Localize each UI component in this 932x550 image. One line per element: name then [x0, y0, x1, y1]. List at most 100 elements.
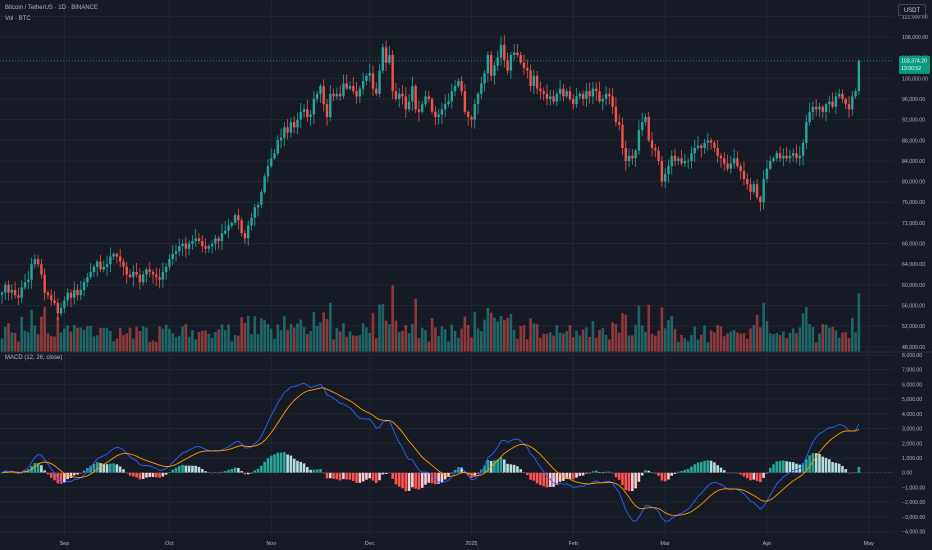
candle-body — [398, 93, 401, 99]
volume-bar — [361, 323, 365, 352]
histogram-bar — [181, 464, 184, 473]
price-tick-label: 112,000.00 — [902, 14, 928, 20]
candle-body — [66, 292, 69, 301]
histogram-bar — [647, 470, 651, 473]
volume-bar — [266, 324, 270, 352]
candle-body — [585, 91, 588, 99]
price-candles[interactable] — [0, 35, 861, 321]
histogram-bar — [699, 461, 703, 473]
time-tick-label: Dec — [365, 541, 375, 547]
candle-body — [365, 75, 368, 81]
volume-bar — [634, 324, 637, 352]
time-axis[interactable]: Sep Oct Nov Dec 2025 Feb Mar Apr May — [59, 541, 874, 547]
candle-body — [184, 243, 188, 249]
histogram-bar — [788, 461, 792, 473]
candle-body — [660, 160, 664, 182]
histogram-bar — [309, 469, 312, 473]
volume-bar — [736, 332, 739, 352]
volume-bar — [670, 316, 674, 352]
histogram-bar — [828, 459, 831, 473]
volume-bar — [210, 337, 214, 352]
signal-line — [1, 387, 860, 516]
volume-bar — [371, 312, 375, 352]
volume-bar — [450, 324, 454, 352]
histogram-bar — [755, 472, 759, 481]
volume-bar — [411, 323, 414, 352]
volume-bar — [187, 336, 191, 352]
volume-bars — [0, 285, 861, 352]
histogram-bar — [414, 472, 417, 489]
histogram-bar — [785, 461, 788, 473]
histogram-bar — [453, 469, 457, 473]
histogram-bar — [164, 472, 168, 475]
candle-body — [309, 114, 312, 118]
candle-body — [233, 215, 237, 223]
histogram-bar — [191, 465, 194, 473]
volume-bar — [588, 336, 591, 352]
price-axis[interactable]: 112,000.00108,000.00104,000.00100,000.00… — [902, 14, 928, 351]
histogram-bar — [283, 452, 286, 473]
histogram-bar — [545, 472, 549, 488]
candle-body — [841, 93, 844, 99]
candle-body — [512, 52, 516, 56]
candle-body — [466, 111, 470, 118]
candle-body — [604, 93, 608, 99]
candle-body — [828, 101, 831, 105]
volume-bar — [575, 330, 578, 352]
volume-bar — [542, 333, 545, 352]
volume-bar — [227, 324, 230, 352]
macd-tick-label: −3,000.00 — [902, 515, 925, 521]
volume-bar — [516, 338, 519, 352]
candle-body — [247, 225, 250, 239]
candle-body — [411, 86, 414, 102]
histogram-bar — [729, 472, 733, 474]
volume-bar — [319, 322, 322, 352]
volume-bar — [611, 322, 614, 352]
volume-bar — [673, 328, 677, 352]
candle-body — [102, 266, 105, 270]
currency-button[interactable]: USDT — [898, 4, 926, 16]
candle-body — [762, 179, 765, 203]
candle-body — [598, 91, 601, 102]
volume-bar — [762, 302, 765, 352]
candle-body — [299, 111, 302, 120]
histogram-bar — [184, 465, 188, 473]
histogram-bar — [486, 459, 490, 473]
candle-body — [545, 93, 549, 99]
histogram-bar — [499, 457, 503, 473]
volume-bar — [726, 333, 729, 352]
histogram-bar — [772, 464, 775, 473]
volume-bar — [424, 330, 427, 352]
volume-bar — [437, 336, 440, 352]
candle-body — [444, 104, 447, 110]
candle-body — [775, 153, 778, 159]
histogram-bar — [302, 463, 306, 473]
symbol-title[interactable]: Bitcoin / TetherUS · 1D · BINANCE — [5, 5, 98, 11]
volume-bar — [233, 335, 237, 352]
histogram-bar — [844, 469, 848, 473]
volume-bar — [43, 306, 46, 352]
histogram-bar — [670, 472, 674, 476]
histogram-bar — [381, 472, 385, 475]
volume-bar — [801, 313, 805, 352]
candle-body — [151, 271, 155, 275]
candle-body — [522, 62, 526, 68]
candle-body — [79, 290, 82, 296]
volume-bar — [489, 312, 493, 352]
candle-body — [680, 158, 683, 164]
volume-bar — [808, 324, 811, 352]
histogram-bar — [82, 470, 86, 473]
volume-legend[interactable]: Vol · BTC — [5, 16, 31, 22]
macd-axis[interactable]: 8,000.00 7,000.00 6,000.00 5,000.00 4,000.00… — [902, 353, 925, 536]
histogram-bar — [493, 460, 496, 473]
volume-bar — [768, 333, 772, 352]
histogram-bar — [627, 472, 631, 492]
volume-bar — [250, 334, 253, 352]
macd-tick-label: −1,000.00 — [902, 485, 925, 491]
candle-body — [99, 261, 102, 270]
macd-legend[interactable]: MACD (12, 26, close) — [5, 355, 63, 361]
volume-bar — [69, 331, 73, 352]
histogram-bar — [696, 462, 700, 473]
candle-body — [765, 168, 769, 179]
